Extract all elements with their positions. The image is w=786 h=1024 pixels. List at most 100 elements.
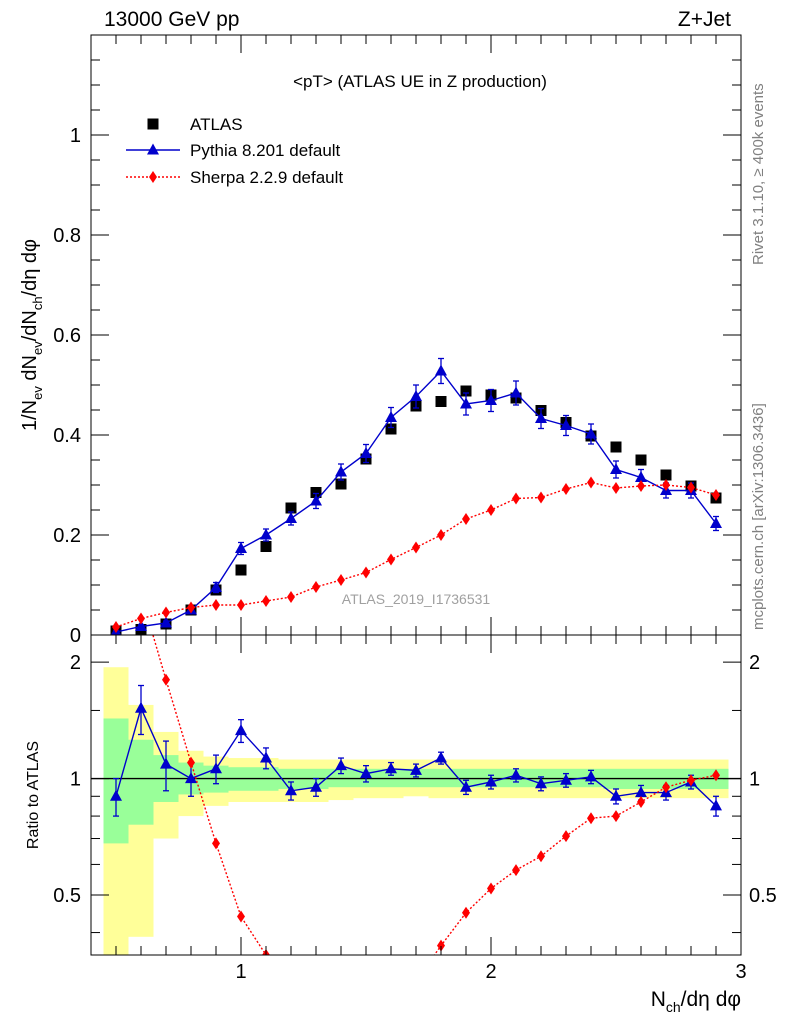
main-point-diamond-20 bbox=[612, 482, 620, 494]
main-ytick-label: 1 bbox=[70, 125, 81, 147]
ratio-point-diamond-10 bbox=[362, 975, 370, 987]
main-point-square-11 bbox=[385, 423, 397, 435]
main-point-diamond-10 bbox=[362, 566, 370, 579]
ratio-point-triangle-17 bbox=[535, 777, 547, 789]
main-point-diamond-13 bbox=[437, 529, 445, 541]
ratio-point-diamond-21 bbox=[637, 795, 645, 808]
watermark-label: ATLAS_2019_I1736531 bbox=[342, 591, 491, 607]
main-ytick-label: 0.6 bbox=[53, 325, 81, 347]
ratio-axes-layer: 0.5 0.5 1 1 2 2 1 2 3 bbox=[53, 634, 777, 983]
main-point-diamond-14 bbox=[462, 513, 470, 525]
main-point-square-13 bbox=[435, 396, 447, 407]
ratio-xtick-label: 3 bbox=[735, 961, 746, 983]
main-point-triangle-16 bbox=[510, 386, 522, 398]
main-point-triangle-17 bbox=[535, 412, 547, 423]
ratio-ytick-label-right: 2 bbox=[749, 652, 760, 674]
main-point-triangle-5 bbox=[235, 542, 247, 553]
ratio-point-diamond-0 bbox=[112, 588, 120, 600]
ratio-point-diamond-7 bbox=[287, 975, 295, 987]
ratio-point-diamond-18 bbox=[562, 830, 570, 843]
main-point-triangle-12 bbox=[410, 390, 422, 401]
main-point-triangle-24 bbox=[710, 517, 722, 528]
main-point-triangle-20 bbox=[610, 463, 622, 474]
ratio-point-triangle-2 bbox=[160, 757, 172, 769]
ratio-ylabel: Ratio to ATLAS bbox=[25, 741, 42, 849]
ratio-point-triangle-15 bbox=[485, 775, 497, 787]
main-title: <pT> (ATLAS UE in Z production) bbox=[293, 72, 547, 91]
ratio-ytick-label-right: 1 bbox=[749, 769, 760, 791]
ratio-point-diamond-12 bbox=[412, 975, 420, 987]
legend-label-square: ATLAS bbox=[190, 115, 243, 134]
main-point-diamond-17 bbox=[537, 491, 545, 504]
main-point-diamond-5 bbox=[237, 599, 245, 611]
ratio-point-triangle-7 bbox=[285, 784, 297, 796]
main-point-square-14 bbox=[460, 385, 472, 397]
main-point-triangle-19 bbox=[585, 427, 597, 439]
main-point-triangle-13 bbox=[435, 364, 447, 376]
main-point-diamond-3 bbox=[187, 601, 195, 614]
ratio-point-diamond-22 bbox=[662, 781, 670, 794]
process-label: Z+Jet bbox=[678, 8, 731, 31]
ratio-point-triangle-5 bbox=[235, 724, 247, 736]
legend-marker-square bbox=[147, 118, 159, 130]
ratio-ytick-label-right: 0.5 bbox=[749, 885, 777, 907]
main-point-diamond-12 bbox=[412, 541, 420, 554]
main-point-diamond-24 bbox=[712, 489, 720, 501]
legend-marker-triangle bbox=[147, 143, 159, 155]
legend: ATLAS Pythia 8.201 default Sherpa 2.2.9 de… bbox=[126, 115, 343, 187]
ratio-point-diamond-17 bbox=[537, 850, 545, 863]
ratio-point-diamond-14 bbox=[462, 906, 470, 919]
main-point-square-8 bbox=[310, 487, 322, 498]
ratio-plot-area bbox=[91, 588, 741, 987]
x-axis-label: Nch/dη dφ bbox=[651, 988, 741, 1015]
legend-label-diamond: Sherpa 2.2.9 default bbox=[190, 168, 343, 187]
legend-label-triangle: Pythia 8.201 default bbox=[190, 141, 341, 160]
rivet-label: Rivet 3.1.10, ≥ 400k events bbox=[750, 83, 767, 265]
ratio-point-triangle-11 bbox=[385, 762, 397, 774]
ratio-point-triangle-8 bbox=[310, 780, 322, 792]
main-point-triangle-6 bbox=[260, 528, 272, 540]
main-point-diamond-7 bbox=[287, 591, 295, 603]
energy-label: 13000 GeV pp bbox=[104, 8, 239, 31]
ratio-point-triangle-16 bbox=[510, 768, 522, 780]
mcplots-label: mcplots.cern.ch [arXiv:1306.3436] bbox=[750, 403, 767, 630]
main-point-square-7 bbox=[285, 502, 297, 514]
ratio-point-triangle-13 bbox=[435, 751, 447, 763]
ratio-point-diamond-2 bbox=[162, 673, 170, 686]
ratio-point-diamond-20 bbox=[612, 810, 620, 823]
main-point-triangle-8 bbox=[310, 494, 322, 506]
main-point-diamond-9 bbox=[337, 574, 345, 586]
main-point-diamond-19 bbox=[587, 476, 595, 489]
ratio-point-triangle-9 bbox=[335, 759, 347, 771]
ratio-point-triangle-12 bbox=[410, 763, 422, 775]
ratio-xtick-label: 1 bbox=[235, 961, 246, 983]
main-point-diamond-22 bbox=[662, 479, 670, 491]
main-point-diamond-2 bbox=[162, 606, 170, 619]
main-point-diamond-0 bbox=[112, 621, 120, 633]
ratio-point-triangle-4 bbox=[210, 762, 222, 774]
main-ytick-label: 0.4 bbox=[53, 425, 81, 447]
ratio-point-diamond-16 bbox=[512, 864, 520, 877]
main-ytick-label: 0.8 bbox=[53, 225, 81, 247]
ratio-point-diamond-9 bbox=[337, 975, 345, 987]
main-point-triangle-11 bbox=[385, 411, 397, 422]
main-plot-area bbox=[110, 357, 722, 635]
ratio-point-triangle-14 bbox=[460, 780, 472, 792]
ratio-point-triangle-24 bbox=[710, 799, 722, 811]
main-point-triangle-18 bbox=[560, 419, 572, 430]
main-point-diamond-6 bbox=[262, 595, 270, 607]
main-point-triangle-10 bbox=[360, 447, 372, 458]
main-point-square-20 bbox=[610, 441, 622, 453]
main-point-triangle-9 bbox=[335, 465, 347, 477]
main-point-triangle-21 bbox=[635, 471, 647, 482]
main-point-diamond-21 bbox=[637, 480, 645, 492]
main-point-diamond-1 bbox=[137, 612, 145, 625]
ratio-point-triangle-21 bbox=[635, 786, 647, 798]
ratio-point-diamond-5 bbox=[237, 910, 245, 923]
ratio-xtick-label: 2 bbox=[485, 961, 496, 983]
ratio-ytick-label-left: 2 bbox=[70, 652, 81, 674]
main-point-triangle-4 bbox=[210, 581, 222, 592]
main-point-triangle-2 bbox=[160, 616, 172, 628]
main-point-diamond-4 bbox=[212, 599, 220, 611]
